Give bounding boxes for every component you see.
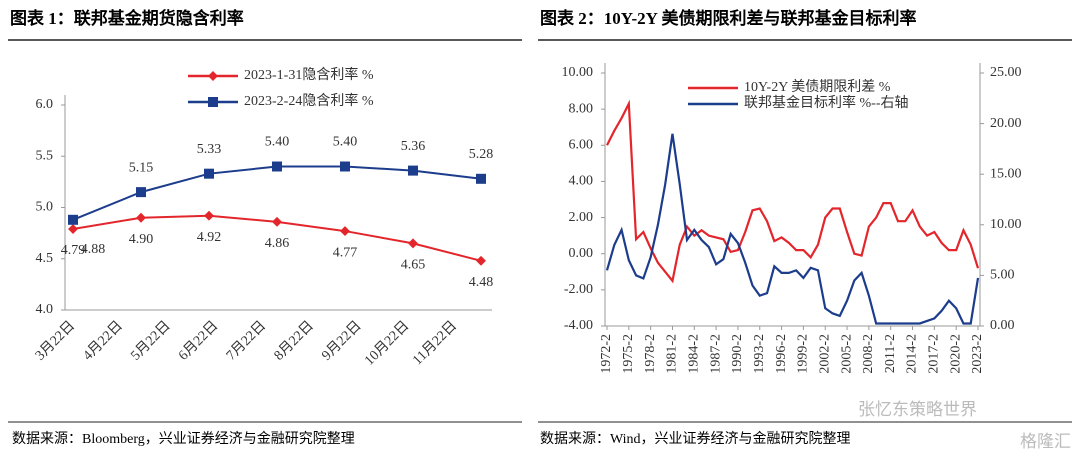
data-label: 5.28 bbox=[469, 147, 494, 162]
data-label: 4.65 bbox=[401, 258, 426, 273]
y-tick-label: 6.00 bbox=[569, 138, 594, 153]
x-tick-label: 1999-2 bbox=[796, 334, 811, 374]
marker bbox=[68, 214, 78, 225]
legend-marker bbox=[208, 97, 218, 107]
x-tick-label: 10月22日 bbox=[361, 318, 412, 369]
source: 数据来源：Wind，兴业证券经济与金融研究院整理 bbox=[540, 431, 851, 447]
x-tick-label: 1984-2 bbox=[687, 334, 702, 374]
x-tick-label: 1987-2 bbox=[708, 334, 723, 374]
y-tick-label: 8.00 bbox=[569, 101, 594, 116]
data-label: 4.92 bbox=[197, 230, 222, 245]
legend-marker bbox=[208, 71, 218, 81]
marker bbox=[272, 216, 282, 227]
marker bbox=[204, 210, 214, 221]
x-tick-label: 1978-2 bbox=[643, 334, 658, 374]
x-tick-label: 1993-2 bbox=[752, 334, 767, 374]
y2-tick-label: 25.00 bbox=[990, 65, 1022, 80]
chart-title: 图表 2：10Y-2Y 美债期限利差与联邦基金目标利率 bbox=[540, 8, 917, 28]
watermark: 张忆东策略世界 bbox=[858, 400, 977, 420]
y-tick-label: 2.00 bbox=[569, 210, 594, 225]
x-tick-label: 2002-2 bbox=[817, 334, 832, 374]
series-line bbox=[606, 99, 980, 284]
chart-title: 图表 1：联邦基金期货隐含利率 bbox=[10, 8, 244, 28]
legend-label: 2023-2-24隐含利率 % bbox=[244, 92, 374, 109]
x-tick-label: 4月22日 bbox=[80, 318, 126, 364]
y2-tick-label: 10.00 bbox=[990, 217, 1022, 232]
y-tick-label: 4.0 bbox=[36, 302, 54, 317]
y2-tick-label: 15.00 bbox=[990, 166, 1022, 181]
x-tick-label: 1975-2 bbox=[621, 334, 636, 374]
marker bbox=[408, 165, 418, 176]
data-label: 4.86 bbox=[265, 236, 290, 251]
x-tick-label: 2017-2 bbox=[927, 334, 942, 374]
y2-tick-label: 5.00 bbox=[990, 268, 1015, 283]
x-tick-label: 7月22日 bbox=[223, 318, 269, 364]
x-tick-label: 8月22日 bbox=[271, 318, 317, 364]
series-line bbox=[605, 133, 980, 325]
source: 数据来源：Bloomberg，兴业证券经济与金融研究院整理 bbox=[12, 431, 355, 447]
y-tick-label: 4.5 bbox=[36, 251, 54, 266]
data-label: 5.36 bbox=[401, 139, 426, 154]
legend-label: 2023-1-31隐含利率 % bbox=[244, 66, 374, 83]
x-tick-label: 6月22日 bbox=[175, 318, 221, 364]
watermark: 格隆汇 bbox=[1020, 432, 1071, 452]
y-tick-label: 6.0 bbox=[36, 97, 54, 112]
data-label: 4.90 bbox=[129, 232, 154, 247]
y-tick-label: 5.5 bbox=[36, 148, 54, 163]
data-label: 5.40 bbox=[265, 135, 290, 150]
y-tick-label: 5.0 bbox=[36, 200, 54, 215]
y2-tick-label: 0.00 bbox=[990, 318, 1015, 333]
y-tick-label: 10.00 bbox=[562, 65, 594, 80]
marker bbox=[204, 168, 214, 179]
y-tick-label: -4.00 bbox=[564, 318, 593, 333]
x-tick-label: 2008-2 bbox=[861, 334, 876, 374]
y-tick-label: 4.00 bbox=[569, 174, 594, 189]
data-label: 4.48 bbox=[469, 275, 494, 290]
marker bbox=[340, 226, 350, 237]
x-tick-label: 9月22日 bbox=[319, 318, 365, 364]
x-tick-label: 2005-2 bbox=[839, 334, 854, 374]
data-label: 5.15 bbox=[129, 160, 154, 175]
marker bbox=[476, 173, 486, 184]
data-label: 5.40 bbox=[333, 135, 358, 150]
x-tick-label: 11月22日 bbox=[410, 318, 461, 369]
y-tick-label: -2.00 bbox=[564, 282, 593, 297]
marker bbox=[68, 224, 78, 234]
x-tick-label: 1972-2 bbox=[599, 334, 614, 374]
y-tick-label: 0.00 bbox=[569, 246, 594, 261]
x-tick-label: 1981-2 bbox=[665, 334, 680, 374]
x-tick-label: 3月22日 bbox=[32, 318, 78, 364]
y2-tick-label: 20.00 bbox=[990, 116, 1022, 131]
x-tick-label: 2023-2 bbox=[970, 334, 985, 374]
data-label: 4.88 bbox=[81, 242, 106, 257]
x-tick-label: 1996-2 bbox=[774, 334, 789, 374]
x-tick-label: 1990-2 bbox=[730, 334, 745, 374]
x-tick-label: 2014-2 bbox=[905, 334, 920, 374]
data-label: 4.79 bbox=[61, 243, 86, 258]
x-tick-label: 2011-2 bbox=[883, 334, 898, 373]
marker bbox=[340, 161, 350, 172]
marker bbox=[136, 212, 146, 223]
x-tick-label: 5月22日 bbox=[128, 318, 174, 364]
legend-label: 10Y-2Y 美债期限利差 % bbox=[744, 79, 891, 95]
marker bbox=[408, 238, 418, 249]
x-tick-label: 2020-2 bbox=[948, 334, 963, 374]
legend-label: 联邦基金目标利率 %--右轴 bbox=[744, 94, 909, 111]
data-label: 5.33 bbox=[197, 142, 222, 157]
marker bbox=[136, 187, 146, 198]
marker bbox=[476, 255, 486, 266]
marker bbox=[272, 161, 282, 172]
data-label: 4.77 bbox=[333, 245, 358, 260]
